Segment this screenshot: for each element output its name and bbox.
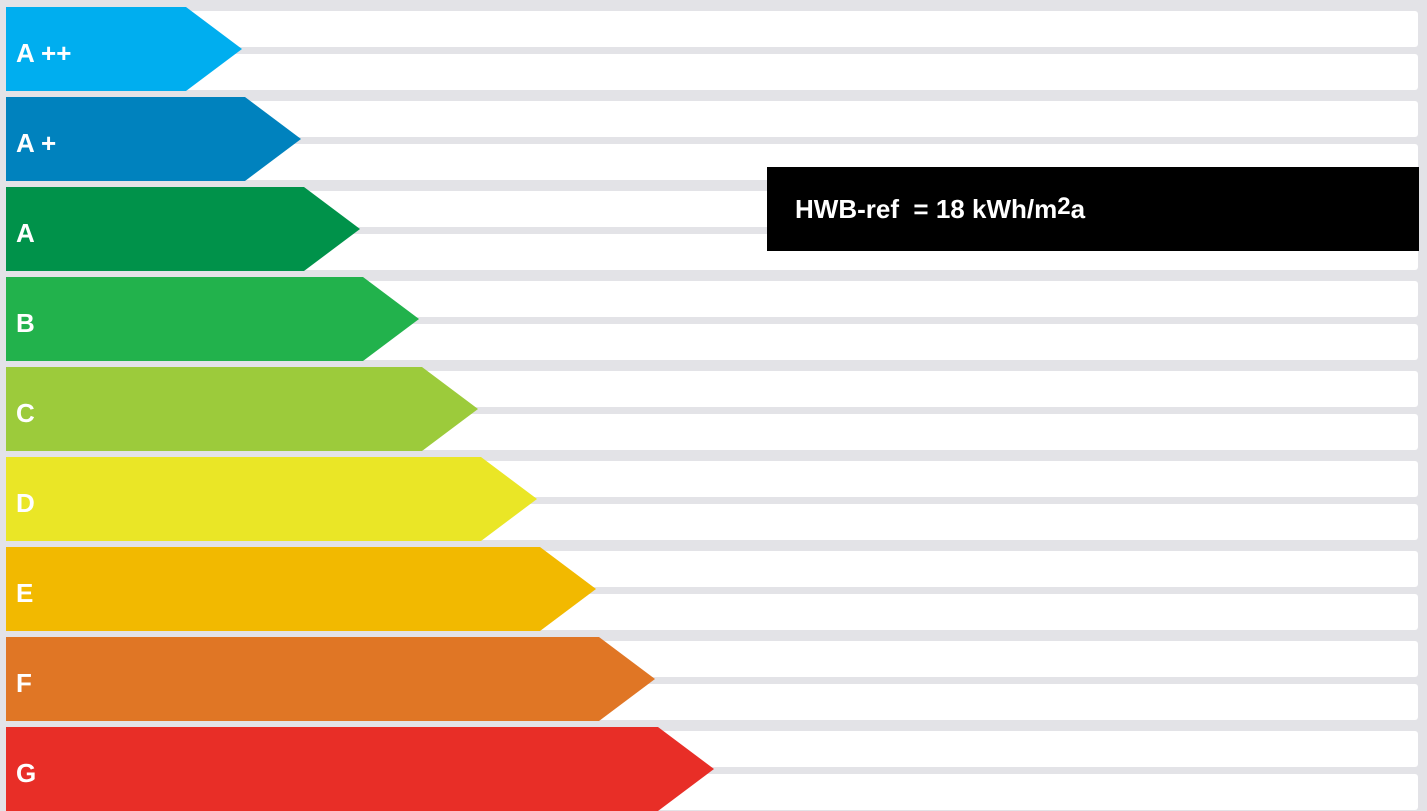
energy-class-band: B	[6, 277, 419, 361]
hwb-ref-value: HWB-ref = 18 kWh/m2a	[795, 192, 1086, 225]
hwb-ref-prefix: HWB-ref = 18 kWh/m	[795, 193, 1058, 224]
energy-class-band: F	[6, 637, 655, 721]
energy-class-label: D	[16, 488, 35, 518]
hwb-ref-suffix: a	[1070, 193, 1086, 224]
energy-class-band: A	[6, 187, 360, 271]
energy-class-label: C	[16, 398, 35, 428]
energy-class-band: E	[6, 547, 596, 631]
energy-class-label: E	[16, 578, 34, 608]
energy-class-label: B	[16, 308, 35, 338]
energy-class-band: A +	[6, 97, 301, 181]
background-stripe	[6, 11, 1418, 47]
background-stripe	[6, 54, 1418, 90]
energy-class-band: D	[6, 457, 537, 541]
energy-class-band: C	[6, 367, 478, 451]
energy-class-label: F	[16, 668, 32, 698]
energy-class-band: A ++	[6, 7, 242, 91]
energy-class-label: G	[16, 758, 37, 788]
energy-class-label: A +	[16, 128, 57, 158]
energy-class-band: G	[6, 727, 714, 811]
energy-class-label: A	[16, 218, 35, 248]
energy-class-label: A ++	[16, 38, 72, 68]
hwb-ref-superscript: 2	[1057, 192, 1071, 220]
hwb-ref-indicator: HWB-ref = 18 kWh/m2a	[767, 167, 1419, 251]
